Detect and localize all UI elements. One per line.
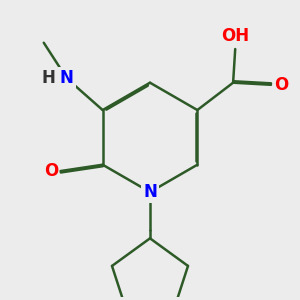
Text: O: O [274,76,289,94]
Text: N: N [143,183,157,201]
Text: N: N [143,183,157,201]
Text: O: O [44,162,58,180]
Text: N: N [60,70,74,88]
Text: OH: OH [221,27,249,45]
Text: H: H [41,70,55,88]
